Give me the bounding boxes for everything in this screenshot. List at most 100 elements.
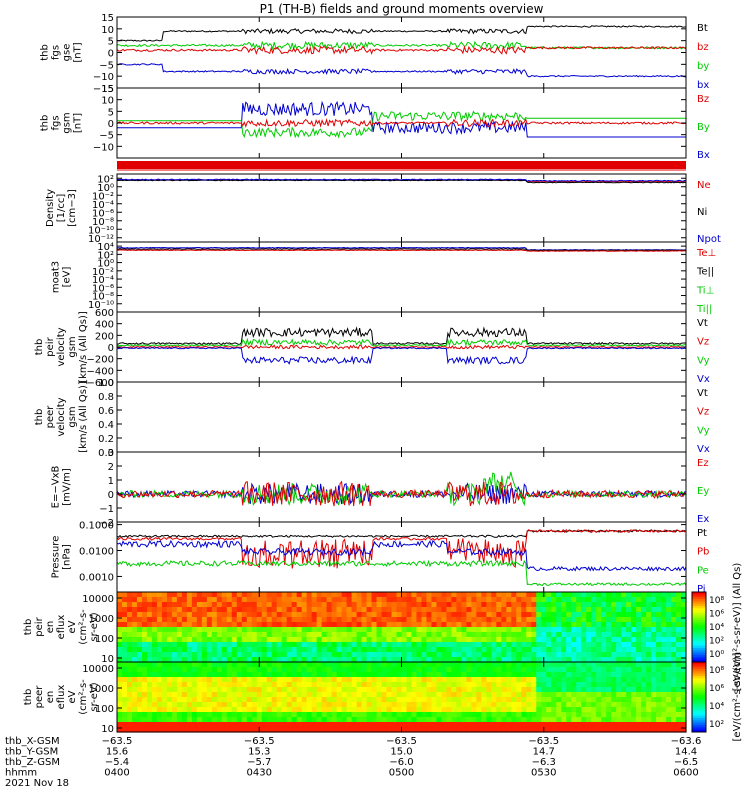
spectro-cell	[621, 682, 627, 688]
spectro-cell	[121, 607, 128, 613]
spectro-cell	[136, 627, 143, 633]
spectro-cell	[386, 592, 393, 598]
spectro-cell	[221, 712, 228, 718]
spectro-cell	[141, 672, 148, 678]
spectro-cell	[681, 632, 687, 638]
spectro-cell	[301, 672, 308, 678]
spectro-cell	[626, 717, 632, 723]
spectro-cell	[301, 612, 308, 618]
spectro-cell	[117, 692, 123, 698]
colorbar-segment	[692, 685, 706, 689]
spectro-cell	[291, 727, 298, 733]
spectro-cell	[621, 632, 627, 638]
spectro-cell	[266, 712, 273, 718]
spectro-cell	[501, 717, 507, 723]
spectro-cell	[396, 647, 403, 653]
y-axis-label: peer	[34, 685, 45, 709]
spectro-cell	[356, 617, 363, 623]
spectro-cell	[336, 697, 343, 703]
spectro-cell	[261, 712, 268, 718]
spectro-cell	[216, 677, 223, 683]
legend-entry: by	[697, 61, 709, 72]
spectro-cell	[376, 717, 383, 723]
spectro-cell	[121, 597, 128, 603]
spectro-cell	[496, 717, 502, 723]
y-tick-label: 0	[108, 119, 114, 130]
spectro-cell	[461, 617, 467, 623]
spectro-cell	[156, 722, 163, 728]
spectro-cell	[646, 657, 652, 663]
spectro-cell	[351, 602, 358, 608]
spectro-cell	[396, 627, 403, 633]
spectro-cell	[196, 707, 203, 713]
spectro-cell	[171, 627, 178, 633]
y-axis-label: thb	[40, 44, 51, 61]
spectro-cell	[506, 607, 512, 613]
spectro-cell	[411, 592, 418, 598]
spectro-cell	[451, 592, 457, 598]
spectro-cell	[521, 637, 527, 643]
spectro-cell	[141, 662, 148, 668]
spectro-cell	[121, 672, 128, 678]
spectro-cell	[391, 622, 398, 628]
spectro-cell	[256, 607, 263, 613]
spectro-cell	[496, 632, 502, 638]
spectro-cell	[601, 657, 607, 663]
spectro-cell	[156, 667, 163, 673]
spectro-cell	[486, 632, 492, 638]
spectro-cell	[366, 727, 373, 733]
spectro-cell	[286, 652, 293, 658]
spectro-cell	[136, 637, 143, 643]
spectro-cell	[591, 632, 597, 638]
spectro-cell	[171, 682, 178, 688]
spectro-cell	[301, 717, 308, 723]
spectro-cell	[316, 607, 323, 613]
spectro-cell	[486, 657, 492, 663]
spectro-cell	[261, 627, 268, 633]
spectro-cell	[156, 612, 163, 618]
spectro-cell	[301, 697, 308, 703]
footer-value: 15.0	[390, 747, 412, 758]
spectro-cell	[131, 727, 138, 733]
spectro-cell	[261, 707, 268, 713]
spectro-cell	[391, 657, 398, 663]
spectro-cell	[181, 727, 188, 733]
spectro-cell	[381, 692, 388, 698]
spectro-cell	[401, 667, 408, 673]
spectro-cell	[596, 702, 602, 708]
spectro-cell	[551, 717, 557, 723]
spectro-cell	[641, 712, 647, 718]
spectro-cell	[201, 722, 208, 728]
spectro-cell	[576, 657, 582, 663]
legend-entry: Bz	[697, 94, 709, 105]
spectro-cell	[416, 687, 423, 693]
spectro-cell	[476, 687, 482, 693]
spectro-cell	[181, 637, 188, 643]
legend-entry: Vz	[697, 407, 709, 418]
colorbar-segment	[692, 701, 706, 705]
spectro-cell	[541, 647, 547, 653]
spectro-cell	[151, 652, 158, 658]
spectro-cell	[661, 667, 667, 673]
spectro-cell	[306, 637, 313, 643]
spectro-cell	[591, 702, 597, 708]
spectro-cell	[246, 677, 253, 683]
spectro-cell	[271, 727, 278, 733]
spectro-cell	[396, 622, 403, 628]
spectro-cell	[626, 637, 632, 643]
spectro-cell	[376, 672, 383, 678]
spectro-cell	[341, 652, 348, 658]
spectro-cell	[571, 672, 577, 678]
spectro-cell	[241, 592, 248, 598]
spectro-cell	[461, 667, 467, 673]
spectro-cell	[526, 597, 532, 603]
spectro-cell	[546, 717, 552, 723]
spectro-cell	[271, 672, 278, 678]
spectro-cell	[406, 607, 413, 613]
spectro-cell	[231, 642, 238, 648]
spectro-cell	[461, 622, 467, 628]
spectro-cell	[406, 647, 413, 653]
spectro-cell	[676, 717, 682, 723]
legend-entry: Te⊥	[696, 248, 716, 259]
spectro-cell	[651, 652, 657, 658]
